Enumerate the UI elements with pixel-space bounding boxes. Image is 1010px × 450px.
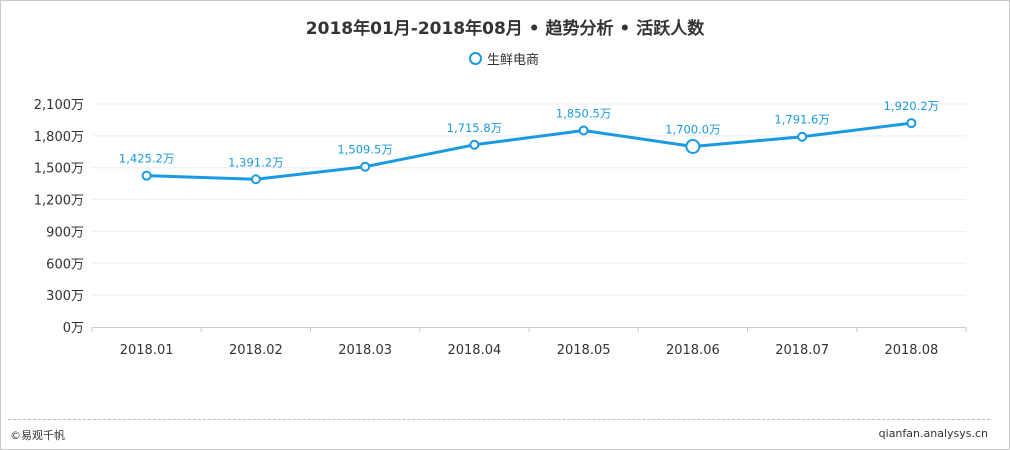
y-tick-label: 1,200万	[34, 194, 84, 209]
data-point-highlighted	[685, 138, 701, 154]
x-tick-label: 2018.06	[666, 343, 720, 358]
footer-brand: ©易观千帆	[10, 429, 65, 442]
chart-title: 2018年01月-2018年08月 • 趋势分析 • 活跃人数	[305, 19, 705, 39]
y-tick-label: 1,500万	[34, 162, 84, 177]
footer-url: qianfan.analysys.cn	[878, 427, 988, 440]
x-tick-label: 2018.02	[229, 343, 283, 358]
y-tick-label: 1,800万	[34, 130, 84, 145]
x-tick-label: 2018.05	[557, 343, 611, 358]
y-tick-label: 600万	[46, 257, 84, 272]
series-line	[146, 121, 912, 181]
x-tick-label: 2018.03	[338, 343, 392, 358]
data-point	[906, 118, 917, 129]
data-label: 1,425.2万	[119, 152, 174, 166]
data-point	[250, 174, 261, 185]
footer-divider	[8, 419, 990, 420]
data-label: 1,715.8万	[447, 121, 502, 135]
y-tick-label: 300万	[46, 289, 84, 304]
data-point	[578, 125, 589, 136]
x-tick-label: 2018.04	[447, 343, 501, 358]
data-label: 1,920.2万	[884, 99, 939, 113]
data-point	[797, 131, 808, 142]
x-tick-label: 2018.08	[884, 343, 938, 358]
data-point	[360, 161, 371, 172]
data-label: 1,391.2万	[228, 155, 283, 169]
data-label: 1,791.6万	[774, 113, 829, 127]
data-point	[141, 170, 152, 181]
data-point	[469, 139, 480, 150]
y-tick-label: 900万	[46, 225, 84, 240]
y-tick-label: 2,100万	[34, 98, 84, 113]
data-label: 1,850.5万	[556, 106, 611, 120]
legend-circle-icon	[469, 51, 482, 65]
x-tick-label: 2018.07	[775, 343, 829, 358]
x-tick-label: 2018.01	[120, 343, 174, 358]
legend-item-series[interactable]: 生鲜电商	[469, 49, 540, 68]
legend-label: 生鲜电商	[487, 52, 540, 68]
data-label: 1,509.5万	[337, 143, 392, 157]
y-tick-label: 0万	[63, 321, 84, 336]
data-label: 1,700.0万	[665, 122, 720, 136]
